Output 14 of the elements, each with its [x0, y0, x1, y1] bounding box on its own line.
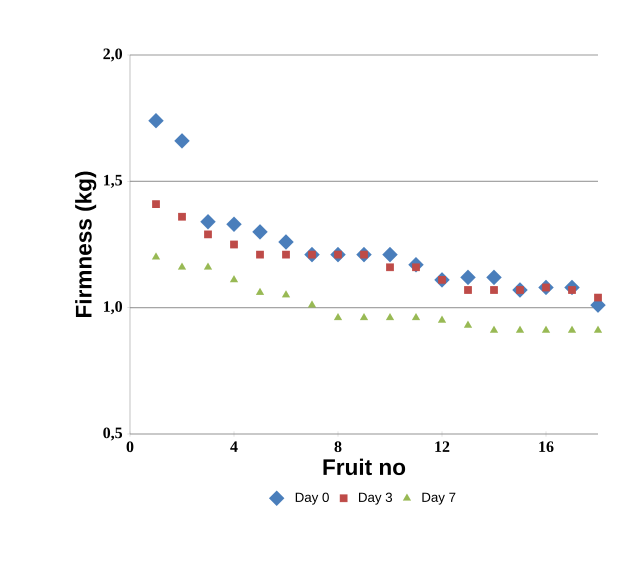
- x-axis-title: Fruit no: [324, 458, 406, 476]
- y-tick-label: 1,5: [104, 174, 122, 188]
- x-tick-label: 12: [435, 441, 450, 452]
- legend-label: Day 7: [422, 492, 456, 505]
- x-tick-label: 4: [230, 441, 238, 452]
- y-axis-title: Firmness (kg): [75, 172, 96, 318]
- x-tick-label: 0: [126, 441, 134, 452]
- legend-label: Day 0: [296, 492, 329, 505]
- y-tick-label: 0,5: [103, 427, 122, 441]
- y-tick-label: 1,0: [104, 301, 122, 314]
- legend-label: Day 3: [358, 492, 392, 505]
- x-tick-label: 8: [334, 441, 342, 452]
- x-tick-label: 16: [539, 441, 554, 452]
- y-tick-label: 2,0: [103, 48, 122, 62]
